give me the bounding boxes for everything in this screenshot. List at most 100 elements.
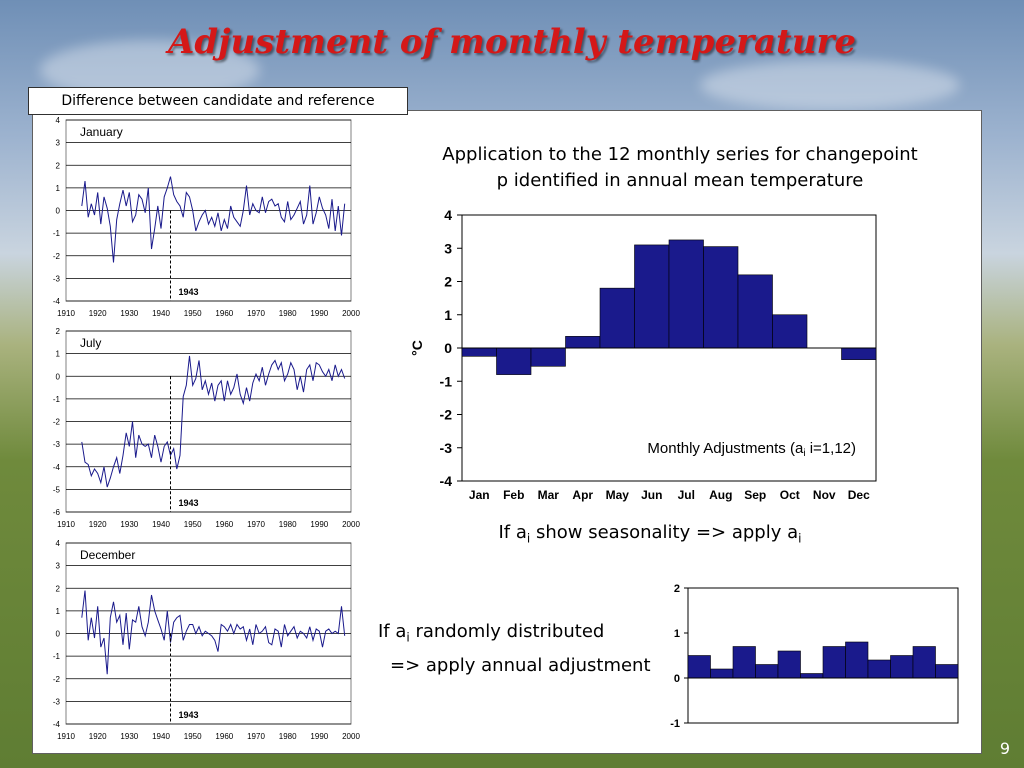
y-tick-label: 1 [56,184,61,193]
seasonality-mid: show seasonality => apply a [530,522,799,543]
y-tick-label: 0 [444,340,452,356]
annual-bar [710,668,734,679]
y-tick-label: 2 [56,161,61,170]
cloud-decoration [700,60,960,110]
annual-adjustment-bar-chart: 2 1 0 -1 [670,583,959,730]
y-tick-label: -1 [440,373,453,389]
annual-bar [935,664,959,679]
annual-bar [867,659,891,679]
chart-label: July [80,336,101,350]
annual-bar [890,655,914,679]
y-tick-label: -3 [53,274,61,283]
annual-bar [800,673,824,679]
january-line-chart: 4 3 2 1 0 -1 -2 -3 -4 1910 1920 1930 1940 1950 1960 197… [53,116,361,318]
annual-bar [755,664,779,679]
x-tick-label: 1930 [120,732,138,741]
x-tick-label: 1950 [184,309,202,318]
annual-bar [845,641,869,679]
x-tick-label: 1950 [184,520,202,529]
seasonality-prefix: If a [498,522,527,543]
x-tick-label: 2000 [342,732,360,741]
bar-sep [737,274,773,349]
annual-bar [822,646,846,679]
december-line-chart: 4 3 2 1 0 -1 -2 -3 -4 1910 1920 1930 1940 1950 1960 197… [53,539,361,741]
y-tick-label: 1 [674,628,680,640]
y-tick-label: -3 [53,440,61,449]
x-tick-label: 1970 [247,309,265,318]
random-line2: => apply annual adjustment [390,654,651,676]
y-tick-label: 0 [674,673,680,685]
x-tick-label: 2000 [342,309,360,318]
x-tick-label: 1920 [89,520,107,529]
changepoint-label: 1943 [179,287,199,297]
series-line [81,590,346,675]
x-tick-label: 1910 [57,309,75,318]
x-tick-label: Feb [503,488,524,502]
changepoint-label: 1943 [179,498,199,508]
y-tick-label: -3 [440,440,453,456]
application-text: Application to the 12 monthly series for… [390,142,970,194]
application-text-line1: Application to the 12 monthly series for… [442,144,918,165]
y-tick-label: 0 [56,207,61,216]
application-text-line2: p identified in annual mean temperature [496,170,864,191]
annual-bar [912,646,936,679]
x-tick-label: 1980 [279,309,297,318]
x-tick-label: Jul [678,488,695,502]
x-tick-label: Mar [538,488,560,502]
x-tick-label: May [606,488,630,502]
july-line-chart: 2 1 0 -1 -2 -3 -4 -5 -6 1910 1920 1930 1940 1950 1960 1… [53,327,361,529]
annual-bar [732,646,756,679]
x-tick-label: 1970 [247,732,265,741]
annotation-sub: i [803,448,805,459]
y-tick-label: 2 [674,583,680,595]
page-number: 9 [999,739,1010,758]
seasonality-sub: i [526,531,531,546]
y-tick-label: -2 [440,407,453,423]
x-tick-label: 1970 [247,520,265,529]
x-tick-label: Nov [813,488,836,502]
y-tick-label: -1 [53,652,61,661]
annual-bar [687,655,711,679]
x-tick-label: 1990 [310,520,328,529]
series-line [81,355,346,488]
random-text: If ai randomly distributed => apply annu… [370,618,680,680]
random-prefix: If a [378,621,407,642]
changepoint-label: 1943 [179,710,199,720]
x-tick-label: 1960 [215,309,233,318]
y-tick-label: 3 [444,240,452,256]
monthly-adjustments-bar-chart: 4 3 2 1 0 -1 -2 -3 -4 Jan Feb Mar Apr May Jun Jul Aug Sep… [409,207,877,502]
x-tick-label: Jun [641,488,662,502]
x-tick-label: 1940 [152,309,170,318]
x-tick-label: 1940 [152,732,170,741]
x-tick-label: 1940 [152,520,170,529]
bar-may [599,287,635,349]
x-tick-label: 1980 [279,520,297,529]
bar-jul [668,239,704,349]
x-tick-label: 1930 [120,309,138,318]
y-tick-label: -6 [53,508,61,517]
bar-apr [565,336,601,349]
y-tick-label: 2 [444,274,452,290]
y-tick-label: 3 [56,139,61,148]
x-tick-label: Oct [780,488,800,502]
x-tick-label: 1950 [184,732,202,741]
series-line [81,176,346,263]
x-tick-label: 1930 [120,520,138,529]
y-tick-label: -1 [670,718,680,730]
annual-bar [777,650,801,679]
bar-aug [703,246,739,349]
x-tick-label: Sep [744,488,766,502]
bar-mar [530,347,566,367]
y-tick-label: 3 [56,562,61,571]
x-tick-label: Aug [709,488,732,502]
bar-jun [634,244,670,349]
y-tick-label: -4 [53,463,61,472]
y-tick-label: 4 [56,539,61,548]
y-tick-label: -1 [53,395,61,404]
x-tick-label: Apr [572,488,593,502]
monthly-adjustments-annotation: Monthly Adjustments (ai i=1,12) [647,440,856,459]
chart-label: January [80,125,123,139]
x-tick-label: 1990 [310,309,328,318]
x-tick-label: 1980 [279,732,297,741]
x-tick-label: 1990 [310,732,328,741]
